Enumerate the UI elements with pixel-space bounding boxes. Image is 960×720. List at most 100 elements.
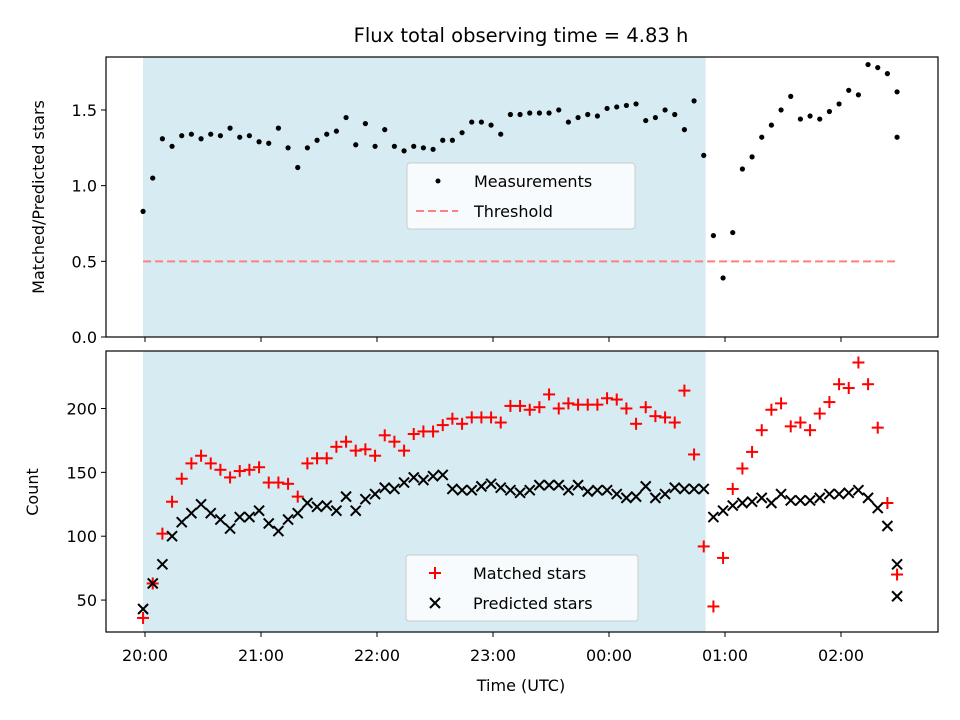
ratio-legend: Measurements Threshold (406, 162, 636, 230)
predicted-star-point (369, 488, 381, 500)
predicted-star-point (611, 488, 623, 500)
measurement-point (807, 113, 813, 119)
y-tick-label: 0.0 (72, 328, 97, 347)
matched-star-point (407, 428, 420, 441)
matched-star-point (514, 399, 527, 412)
predicted-star-point (185, 507, 198, 519)
matched-star-point (659, 411, 672, 424)
measurement-point (681, 127, 688, 133)
measurement-point (353, 142, 359, 148)
predicted-star-point (437, 469, 449, 481)
legend-predicted-swatch (429, 597, 441, 609)
matched-star-point (562, 397, 575, 410)
matched-star-point (195, 449, 208, 462)
measurement-point (575, 114, 581, 121)
matched-star-point (852, 356, 865, 369)
matched-star-point (552, 402, 565, 415)
matched-star-point (291, 490, 304, 503)
measurement-point (362, 120, 368, 127)
predicted-star-point (736, 497, 749, 509)
predicted-star-point (243, 511, 256, 523)
predicted-star-point (562, 484, 575, 496)
matched-star-point (456, 417, 469, 430)
measurement-point (739, 166, 746, 172)
measurement-point (701, 152, 707, 158)
x-tick-label: 22:00 (354, 646, 400, 665)
matched-star-point (185, 457, 198, 470)
predicted-star-point (379, 481, 391, 494)
predicted-star-point (224, 522, 236, 535)
predicted-star-point (504, 484, 517, 496)
predicted-star-point (553, 479, 565, 491)
matched-star-point (340, 435, 353, 448)
measurement-point (324, 131, 330, 137)
matched-star-point (678, 384, 691, 397)
measurement-point (759, 134, 765, 140)
matched-star-point (823, 396, 836, 409)
matched-star-point (243, 463, 256, 476)
predicted-star-point (620, 492, 633, 504)
measurement-point (846, 87, 852, 93)
predicted-star-point (688, 483, 700, 495)
x-tick-label: 01:00 (702, 646, 748, 665)
x-axis-label: Time (UTC) (476, 676, 565, 695)
predicted-star-point (707, 511, 720, 523)
predicted-star-point (350, 504, 362, 517)
predicted-star-point (514, 487, 526, 499)
legend-matched-swatch (429, 567, 441, 579)
measurement-point (836, 101, 842, 107)
matched-star-point (707, 600, 720, 613)
matched-star-point (775, 397, 788, 410)
matched-star-point (668, 416, 681, 429)
predicted-star-point (321, 499, 333, 512)
predicted-star-point (756, 492, 768, 504)
x-tick-label: 23:00 (470, 646, 516, 665)
predicted-star-point (292, 507, 304, 519)
matched-star-point (166, 495, 179, 508)
matched-star-point (871, 421, 884, 434)
measurement-point (420, 145, 426, 151)
x-tick-label: 00:00 (586, 646, 632, 665)
matched-star-point (156, 527, 169, 540)
measurement-point (894, 134, 900, 140)
predicted-star-point (630, 490, 642, 503)
matched-star-point (369, 449, 382, 462)
measurement-point (797, 116, 804, 122)
matched-star-point (601, 392, 614, 405)
matched-star-point (697, 540, 710, 553)
measurement-point (208, 131, 214, 137)
matched-star-point (272, 476, 285, 489)
predicted-star-point (823, 488, 836, 500)
measurement-point (217, 133, 223, 139)
measurement-point (246, 133, 252, 139)
measurement-point (623, 102, 630, 109)
measurement-point (314, 137, 320, 143)
measurement-point (430, 146, 436, 152)
predicted-star-point (765, 497, 778, 509)
count-legend: Matched stars Predicted stars (405, 554, 639, 622)
matched-star-point (204, 457, 217, 470)
count-panel-frame (105, 350, 939, 633)
matched-star-point (591, 398, 604, 411)
predicted-star-point (678, 483, 691, 495)
measurement-point (391, 143, 397, 149)
measurement-point (604, 105, 610, 112)
measurement-point (865, 61, 871, 68)
predicted-star-point (698, 483, 710, 495)
y-tick-label: 1.5 (72, 101, 97, 120)
ratio-panel-frame (105, 56, 939, 338)
measurement-point (556, 107, 562, 113)
measurement-point (768, 122, 775, 128)
matched-star-point (224, 471, 237, 484)
predicted-star-point (640, 480, 652, 493)
predicted-star-point (872, 502, 884, 514)
predicted-star-point (446, 483, 459, 495)
measurement-point (140, 208, 146, 214)
predicted-star-point (311, 501, 323, 513)
predicted-star-point (475, 480, 488, 493)
predicted-star-point (408, 471, 420, 484)
measurement-point (411, 143, 417, 149)
measurement-point (179, 133, 185, 139)
measurement-point (855, 92, 862, 98)
